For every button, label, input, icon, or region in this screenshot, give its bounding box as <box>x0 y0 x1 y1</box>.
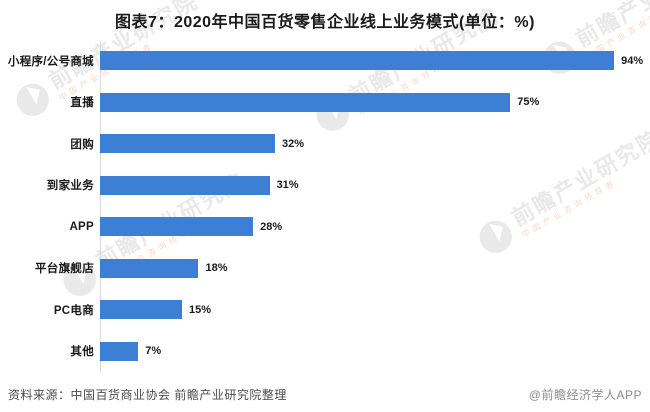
chart-row: 到家业务 31% <box>0 165 650 207</box>
chart-row: 小程序/公号商城 94% <box>0 40 650 82</box>
category-label: APP <box>69 220 94 233</box>
chart-title: 图表7：2020年中国百货零售企业线上业务模式(单位：%) <box>115 14 535 31</box>
value-label: 75% <box>517 96 540 109</box>
value-label: 7% <box>145 345 162 358</box>
value-label: 15% <box>189 303 212 316</box>
category-label: 其他 <box>70 346 94 359</box>
bar <box>100 341 139 361</box>
bar <box>100 258 199 278</box>
bar <box>100 134 276 154</box>
source-note: 资料来源：中国百货商业协会 前瞻产业研究院整理 <box>8 388 287 402</box>
chart-row: PC电商 15% <box>0 289 650 331</box>
chart-row: APP 28% <box>0 206 650 248</box>
category-label: 直播 <box>70 97 94 110</box>
chart-row: 直播 75% <box>0 82 650 124</box>
category-label: PC电商 <box>53 304 94 317</box>
value-label: 32% <box>282 137 305 150</box>
value-label: 18% <box>205 262 228 275</box>
category-label: 平台旗舰店 <box>35 263 94 276</box>
chart-row: 平台旗舰店 18% <box>0 248 650 290</box>
bar <box>100 300 183 320</box>
category-label: 到家业务 <box>46 180 94 193</box>
bar <box>100 92 511 112</box>
chart-row: 团购 32% <box>0 123 650 165</box>
footer: 资料来源：中国百货商业协会 前瞻产业研究院整理 @前瞻经济学人APP <box>0 386 650 403</box>
y-axis-line <box>100 42 101 372</box>
chart-row: 其他 7% <box>0 331 650 373</box>
value-label: 28% <box>260 220 283 233</box>
value-label: 94% <box>621 54 644 67</box>
bar <box>100 51 615 71</box>
bar <box>100 217 254 237</box>
category-label: 小程序/公号商城 <box>7 55 94 68</box>
bar <box>100 175 270 195</box>
category-label: 团购 <box>70 138 94 151</box>
chart-rows: 小程序/公号商城 94% 直播 75% 团购 32% 到家业务 31% APP 28% 平台旗舰店 1… <box>0 40 650 372</box>
value-label: 31% <box>276 179 299 192</box>
credit-note: @前瞻经济学人APP <box>528 388 642 402</box>
